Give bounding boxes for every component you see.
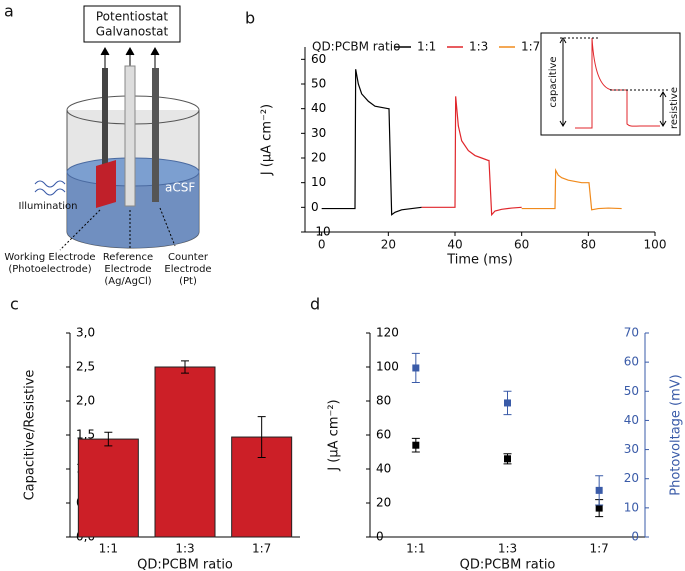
y-tick-label: 10: [311, 175, 326, 189]
y2-tick-label: 10: [624, 500, 639, 514]
reference-label: (Ag/AgCl): [104, 276, 151, 287]
y-tick-label: 80: [376, 394, 391, 408]
series-line: [521, 168, 622, 211]
y-tick-label: 0: [311, 200, 319, 214]
y-tick-label: 2,5: [76, 360, 95, 374]
y-tick-label: 1,5: [76, 428, 95, 442]
medium-label: aCSF: [165, 181, 195, 195]
x-tick-label: 80: [581, 238, 596, 252]
x-tick-label: 1:7: [590, 542, 609, 556]
y-tick-label: -10: [311, 225, 331, 239]
y-tick-label: 20: [376, 496, 391, 510]
panel-label: c: [10, 295, 19, 314]
y2-axis-title: Photovoltage (mV): [669, 374, 684, 496]
y-tick-label: 2,0: [76, 394, 95, 408]
x-axis-title: Time (ms): [446, 253, 513, 268]
y-tick-label: 40: [376, 462, 391, 476]
reference-label: Reference: [103, 252, 153, 263]
y2-tick-label: 70: [624, 326, 639, 340]
y-tick-label: 0: [376, 530, 384, 544]
x-tick-label: 1:7: [252, 542, 271, 556]
y-axis-title: J (μA cm⁻²): [260, 104, 275, 176]
working-electrode: [102, 68, 108, 198]
working-label: Working Electrode: [4, 252, 95, 263]
series-line: [421, 96, 522, 217]
y2-tick-label: 30: [624, 442, 639, 456]
inset-frame: [540, 32, 681, 136]
panel-label: b: [245, 9, 255, 28]
reference-electrode: [124, 65, 136, 207]
y2-tick-label: 60: [624, 355, 639, 369]
y2-tick-label: 20: [624, 471, 639, 485]
marker: [595, 504, 603, 512]
inset-label: resistive: [669, 87, 680, 129]
x-tick-label: 20: [381, 238, 396, 252]
working-label: (Photoelectrode): [8, 264, 91, 275]
counter-label: Electrode: [164, 264, 211, 275]
marker: [412, 364, 420, 372]
y-tick-label: 100: [376, 360, 399, 374]
legend-label: 1:3: [469, 40, 488, 54]
counter-label: Counter: [168, 252, 209, 263]
y-tick-label: 3,0: [76, 326, 95, 340]
x-axis-title: QD:PCBM ratio: [137, 558, 233, 571]
x-tick-label: 1:3: [175, 542, 194, 556]
marker: [504, 455, 511, 463]
y-tick-label: 40: [311, 101, 326, 115]
x-tick-label: 1:3: [498, 542, 517, 556]
error-bar: [181, 360, 189, 374]
light-waves: [34, 180, 66, 196]
x-axis-title: QD:PCBM ratio: [460, 558, 556, 571]
error-bar: [104, 431, 113, 447]
x-tick-label: 1:1: [406, 542, 425, 556]
y-tick-label: 30: [311, 126, 326, 140]
error-bar: [257, 416, 266, 458]
arrowheads: [100, 46, 160, 56]
inset-arrows: [559, 37, 667, 127]
y-tick-label: 60: [311, 52, 326, 66]
series-line: [321, 69, 422, 216]
legend-label: 1:7: [521, 40, 540, 54]
marker: [504, 399, 511, 407]
axis-line: [369, 333, 645, 538]
counter-label: (Pt): [179, 276, 197, 287]
reference-label: Electrode: [104, 264, 151, 275]
x-tick-label: 40: [447, 238, 462, 252]
inset-label: capacitive: [548, 56, 559, 107]
x-tick-label: 100: [644, 238, 667, 252]
light-label: Illumination: [19, 201, 78, 212]
legend-label: 1:1: [417, 40, 436, 54]
y2-tick-label: 50: [624, 384, 639, 398]
y-tick-label: 50: [311, 77, 326, 91]
y-tick-label: 20: [311, 151, 326, 165]
marker: [412, 441, 420, 449]
x-tick-label: 1:1: [99, 542, 118, 556]
y2-tick-label: 0: [631, 530, 639, 544]
marker: [595, 486, 603, 494]
y-axis-title: J (μA cm⁻²): [327, 399, 342, 471]
counter-electrode: [152, 68, 159, 202]
y-tick-label: 60: [376, 428, 391, 442]
x-tick-label: 60: [514, 238, 529, 252]
y2-tick-label: 40: [624, 413, 639, 427]
instrument-label: Galvanostat: [96, 25, 169, 39]
panel-label: a: [4, 2, 14, 21]
panel-label: d: [310, 295, 320, 314]
bar: [154, 366, 216, 538]
y-tick-label: 120: [376, 326, 399, 340]
electrochemical-cell: a Potentiostat Galvanostat aCSF Illumina…: [4, 2, 212, 288]
y-axis-title: Capacitive/Resistive: [23, 370, 38, 501]
instrument-label: Potentiostat: [96, 10, 169, 24]
instrument-box: [83, 5, 181, 43]
legend-title: QD:PCBM ratio: [312, 40, 400, 54]
x-tick-label: 0: [318, 238, 326, 252]
inset-guides: [560, 37, 668, 91]
photoelectrode: [96, 160, 116, 208]
bar: [77, 438, 139, 538]
pointers: [59, 207, 176, 251]
